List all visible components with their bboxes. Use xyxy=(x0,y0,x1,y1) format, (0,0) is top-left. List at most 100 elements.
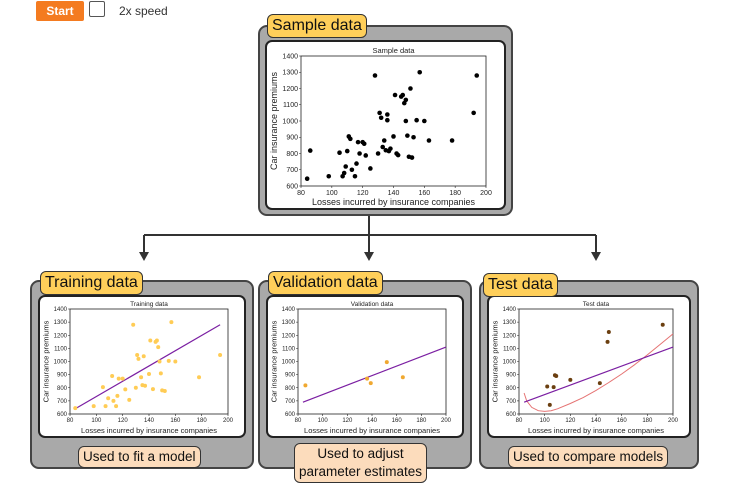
data-point xyxy=(136,356,141,361)
x-tick-label: 120 xyxy=(118,418,129,424)
data-point xyxy=(157,359,162,364)
y-axis-label: Car insurance premiums xyxy=(491,320,500,402)
data-point xyxy=(606,329,611,334)
fit-line xyxy=(302,346,447,403)
data-point xyxy=(344,148,350,154)
data-point xyxy=(368,381,373,386)
data-point xyxy=(400,92,406,98)
data-point xyxy=(365,376,370,381)
data-point xyxy=(123,387,128,392)
data-point xyxy=(547,402,552,407)
x-tick-label: 80 xyxy=(516,418,523,424)
fit-line xyxy=(74,324,221,410)
y-tick-label: 1000 xyxy=(503,360,517,366)
data-point xyxy=(173,359,178,364)
data-point xyxy=(471,110,476,116)
x-tick-label: 140 xyxy=(367,418,378,424)
x-tick-label: 160 xyxy=(392,418,403,424)
plot-area xyxy=(297,308,447,415)
data-point xyxy=(352,173,358,179)
test-tag: Test data xyxy=(483,273,558,297)
y-tick-label: 1000 xyxy=(54,360,68,366)
sample-tag: Sample data xyxy=(267,14,367,38)
data-point xyxy=(139,375,144,380)
data-point xyxy=(115,393,120,398)
data-point xyxy=(135,352,140,357)
y-tick-label: 1000 xyxy=(282,118,298,125)
y-tick-label: 1200 xyxy=(503,333,517,339)
data-point xyxy=(378,115,384,121)
data-point xyxy=(116,376,121,381)
validation-chart-frame: Validation data 80 100 120 140 160 180 200 600 70… xyxy=(266,295,464,438)
x-tick-label: 100 xyxy=(326,190,338,197)
data-point xyxy=(405,133,410,138)
test-chart: Test data 80 100 120 140 160 180 200 600 700 800 90… xyxy=(491,301,679,435)
y-tick-label: 1300 xyxy=(503,320,517,326)
data-point xyxy=(131,322,136,327)
data-point xyxy=(403,118,409,124)
y-tick-label: 1300 xyxy=(282,320,296,326)
y-axis-label: Car insurance premiums xyxy=(270,320,279,402)
y-tick-label: 1300 xyxy=(54,320,68,326)
data-point xyxy=(355,139,361,145)
y-tick-label: 800 xyxy=(286,151,298,158)
data-point xyxy=(380,144,386,150)
validation-note-line2: parameter estimates xyxy=(299,464,423,479)
data-point xyxy=(218,352,223,357)
chart-title: Test data xyxy=(583,301,610,308)
data-point xyxy=(409,155,415,160)
x-tick-label: 140 xyxy=(388,190,400,197)
data-point xyxy=(158,371,163,376)
data-point xyxy=(147,371,151,376)
data-point xyxy=(169,320,174,325)
data-point xyxy=(156,345,161,350)
x-tick-label: 180 xyxy=(416,418,427,424)
data-point xyxy=(357,151,362,156)
y-tick-label: 900 xyxy=(506,373,517,379)
validation-chart: Validation data 80 100 120 140 160 180 200 600 70… xyxy=(270,301,452,435)
speed-checkbox[interactable] xyxy=(89,1,105,17)
data-point xyxy=(91,404,96,409)
y-tick-label: 800 xyxy=(506,386,517,392)
data-point xyxy=(597,381,602,386)
validation-tag: Validation data xyxy=(268,271,383,295)
y-tick-label: 900 xyxy=(286,135,298,142)
x-tick-label: 120 xyxy=(565,418,576,424)
y-tick-label: 1300 xyxy=(282,70,298,77)
data-point xyxy=(103,404,108,409)
data-point xyxy=(143,383,148,388)
x-tick-label: 200 xyxy=(480,190,492,197)
y-axis-label: Car insurance premiums xyxy=(269,71,279,170)
x-tick-label: 160 xyxy=(170,418,181,424)
x-tick-label: 200 xyxy=(668,418,679,424)
data-point xyxy=(141,354,146,359)
y-tick-label: 800 xyxy=(57,386,68,392)
data-point xyxy=(150,387,155,392)
y-tick-label: 1200 xyxy=(282,333,296,339)
chart-title: Validation data xyxy=(351,301,394,308)
speed-label: 2x speed xyxy=(119,4,168,18)
data-point xyxy=(449,138,455,143)
chart-title: Training data xyxy=(130,301,168,308)
x-tick-label: 100 xyxy=(318,418,329,424)
y-tick-label: 600 xyxy=(286,183,298,190)
data-point xyxy=(326,173,332,179)
x-tick-label: 140 xyxy=(144,418,155,424)
data-point xyxy=(348,136,353,142)
y-tick-label: 1200 xyxy=(54,333,68,339)
data-point xyxy=(568,377,573,382)
plot-area xyxy=(518,308,674,415)
y-tick-label: 700 xyxy=(506,399,517,405)
training-note: Used to fit a model xyxy=(78,446,201,468)
data-point xyxy=(106,396,111,401)
data-point xyxy=(474,73,480,78)
sample-chart: Sample data 80 100 120 140 160 180 200 600 700 800… xyxy=(269,46,492,207)
data-point xyxy=(197,375,202,380)
arrowhead-training xyxy=(139,252,149,261)
sample-chart-frame: Sample data 80 100 120 140 160 180 200 600 700 800… xyxy=(265,40,506,210)
x-axis-label: Losses incurred by insurance companies xyxy=(81,426,217,435)
data-point xyxy=(372,73,378,78)
start-button[interactable]: Start xyxy=(36,1,84,21)
y-axis-label: Car insurance premiums xyxy=(42,320,51,402)
data-point xyxy=(148,338,153,343)
